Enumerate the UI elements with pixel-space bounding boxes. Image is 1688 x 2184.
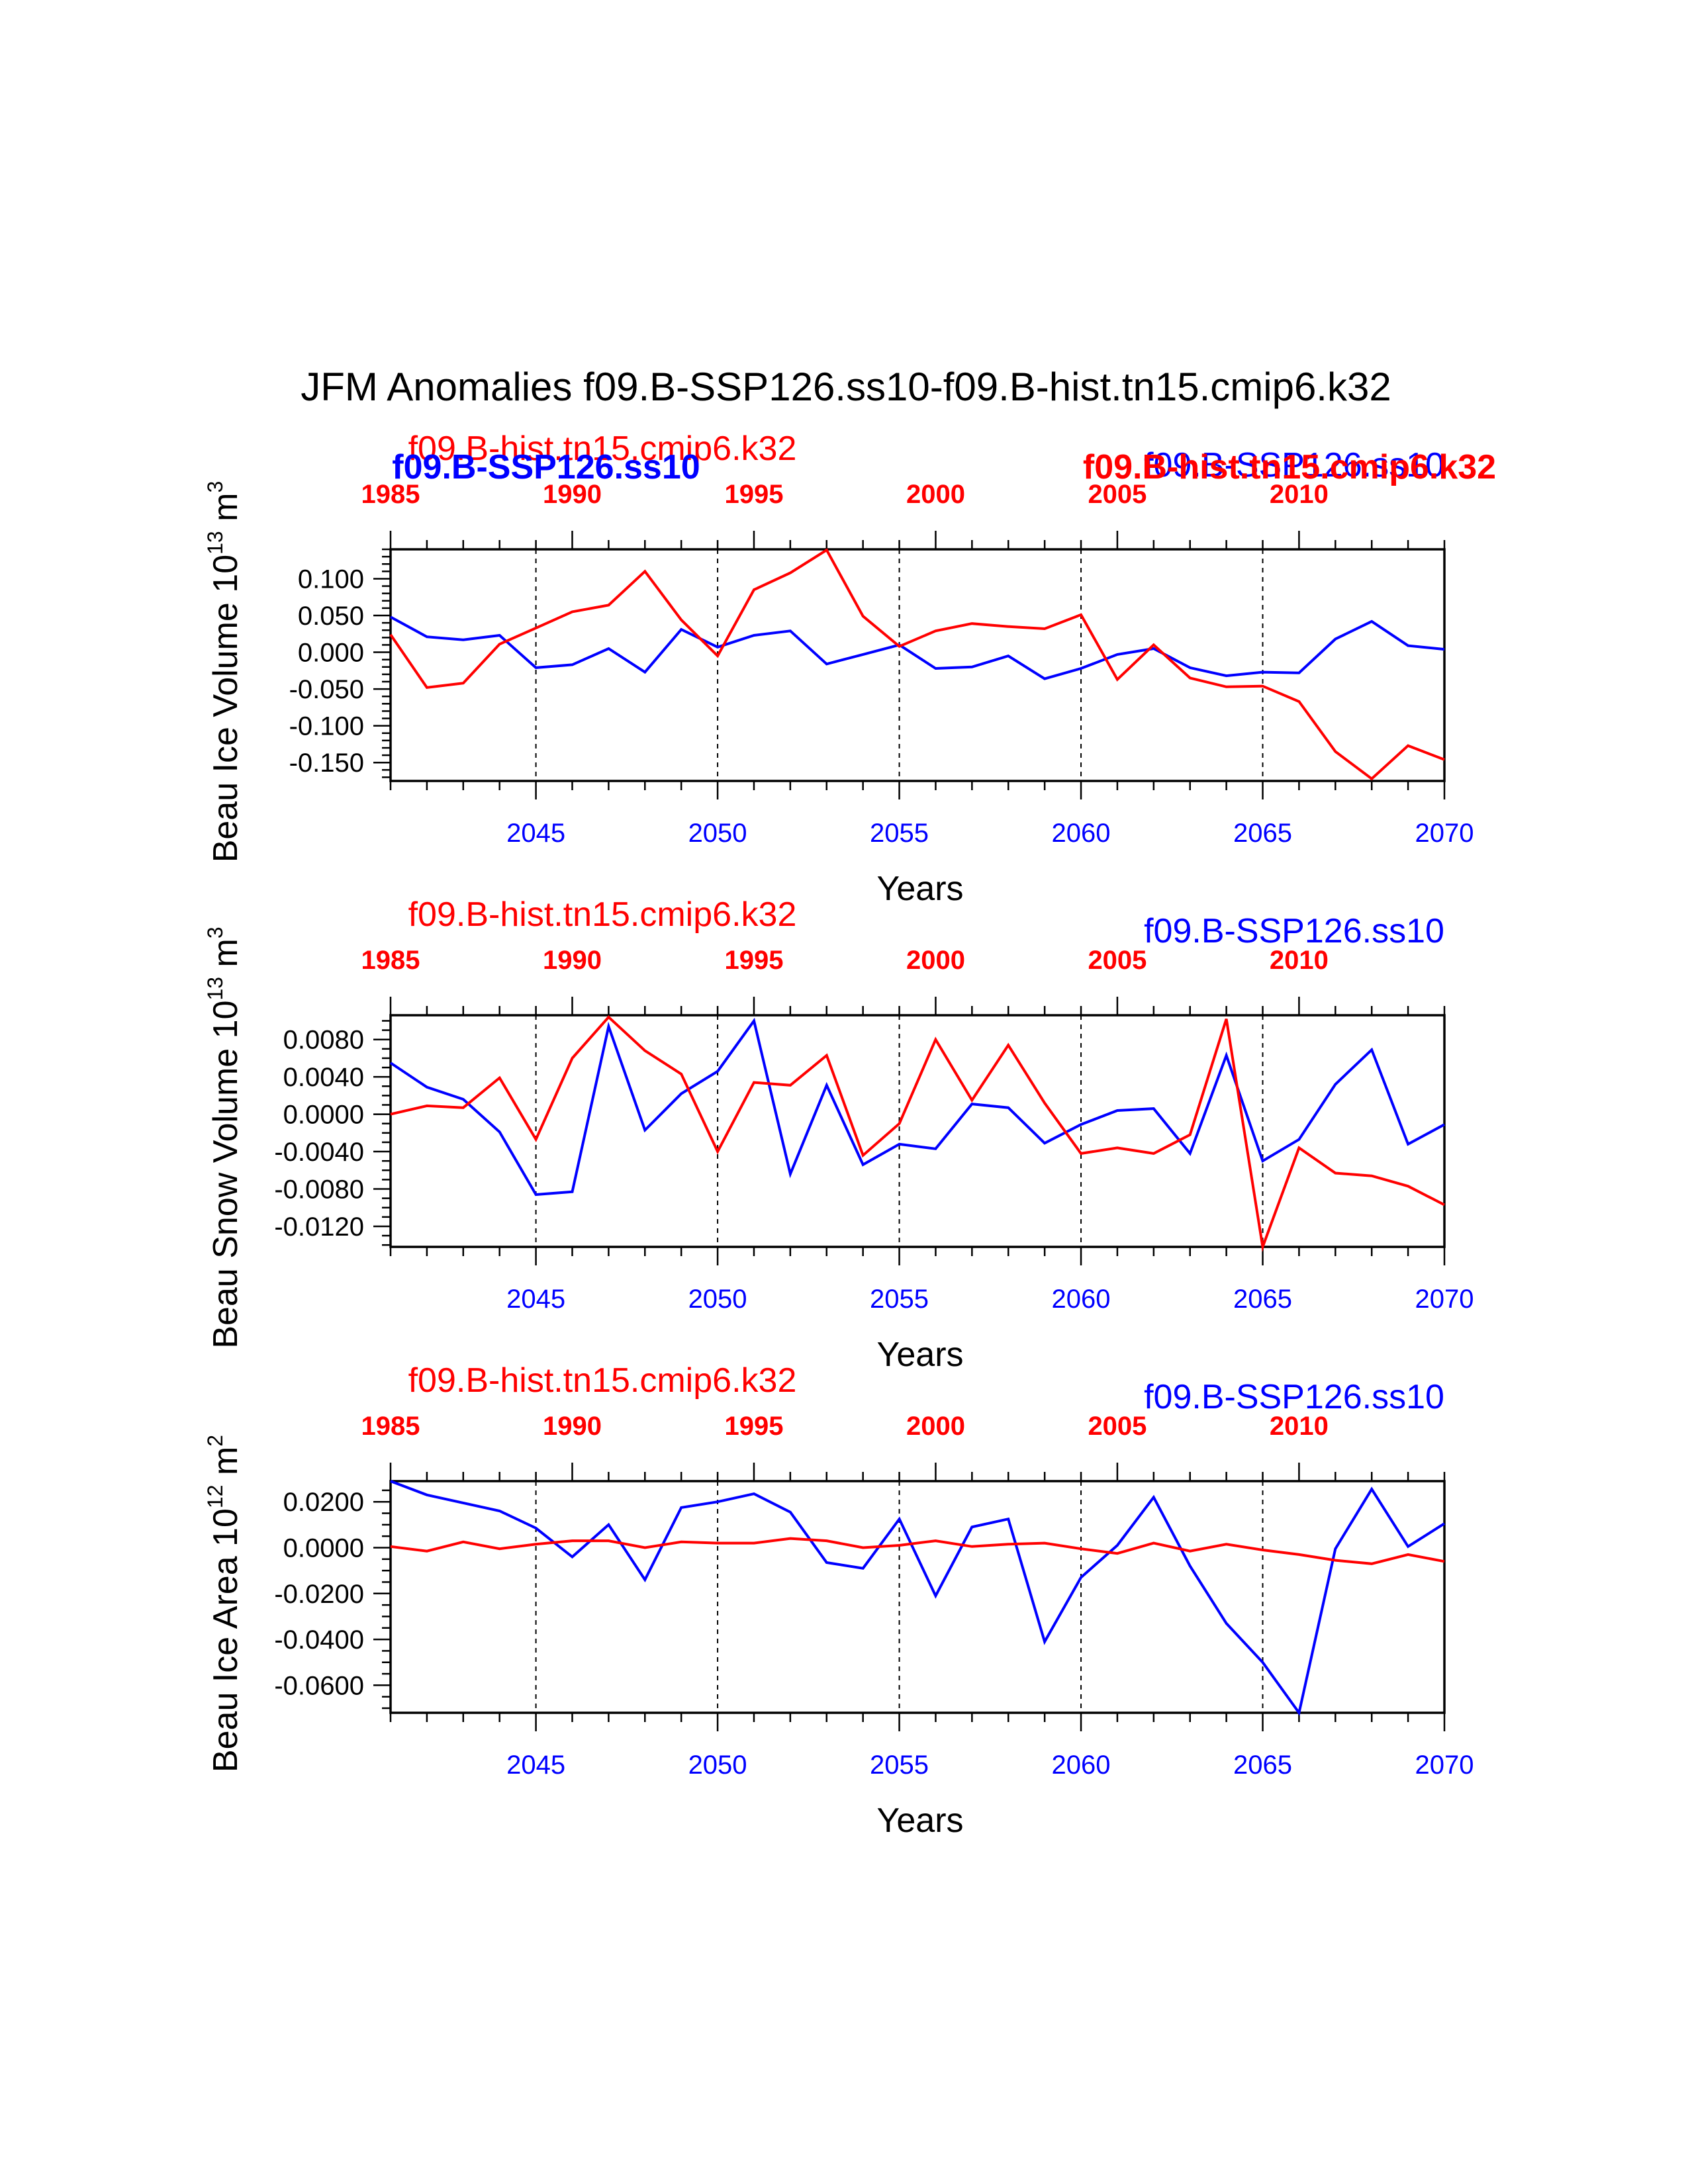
legend-hist: f09.B-hist.tn15.cmip6.k32: [408, 430, 797, 468]
series-line-hist: [390, 1537, 1445, 1565]
xtick-label-top: 2010: [1270, 1412, 1329, 1441]
series-line-hist: [390, 1015, 1445, 1252]
xtick-label-bottom: 2045: [506, 1751, 565, 1780]
ytick-label: 0.0040: [283, 1063, 364, 1092]
y-axis-label-part: 2: [203, 1435, 227, 1447]
legend-ssp-bold: f09.B-SSP126.ss10: [392, 448, 700, 486]
xtick-label-bottom: 2065: [1233, 819, 1292, 848]
xtick-label-bottom: 2060: [1052, 1285, 1111, 1314]
series-line-ssp: [390, 615, 1445, 680]
legend-ssp: f09.B-SSP126.ss10: [1144, 912, 1444, 950]
xtick-label-bottom: 2065: [1233, 1751, 1292, 1780]
xtick-label-top: 2005: [1088, 946, 1147, 975]
x-axis-label: Years: [876, 1336, 963, 1374]
xtick-label-top: 2010: [1270, 480, 1329, 509]
plot-frame: [389, 1014, 1446, 1248]
ytick-label: -0.050: [289, 675, 364, 704]
y-axis-label-part: m: [207, 493, 245, 531]
panels: 0.100 0.050 0.000 -0.050 -0.100 -0.150 2045 205…: [203, 430, 1496, 1840]
xtick-label-top: 2010: [1270, 946, 1329, 975]
series-line-ssp: [390, 1480, 1446, 1716]
ytick-label: -0.150: [289, 749, 364, 778]
xtick-label-top: 1995: [724, 480, 783, 509]
xtick-label-bottom: 2050: [688, 1751, 747, 1780]
y-axis-label-part: Beau Snow Volume 10: [207, 1001, 245, 1349]
xtick-label-bottom: 2050: [688, 1285, 747, 1314]
series-line-ssp: [389, 1017, 1445, 1197]
xtick-label-bottom: 2050: [688, 819, 747, 848]
legend-ssp: f09.B-SSP126.ss10: [1144, 1378, 1444, 1416]
plot-frame: [389, 548, 1446, 782]
xtick-label-top: 1985: [361, 1412, 420, 1441]
xtick-label-top: 1995: [724, 946, 783, 975]
y-axis-label-part: 12: [203, 1485, 227, 1509]
xtick-label-bottom: 2060: [1052, 1751, 1111, 1780]
legend-hist-bold: f09.B-hist.tn15.cmip6.k32: [1083, 448, 1496, 486]
xtick-label-top: 2000: [906, 946, 965, 975]
xtick-label-top: 2000: [906, 1412, 965, 1441]
ytick-label: -0.0400: [274, 1625, 364, 1655]
xtick-label-top: 2005: [1088, 480, 1147, 509]
xtick-label-top: 2000: [906, 480, 965, 509]
x-axis-label: Years: [876, 1801, 963, 1840]
ytick-label: 0.000: [298, 639, 364, 668]
xtick-label-top: 1990: [543, 480, 602, 509]
ytick-label: -0.0040: [274, 1138, 364, 1167]
legend-hist: f09.B-hist.tn15.cmip6.k32: [408, 895, 797, 934]
ytick-label: -0.0200: [274, 1580, 364, 1609]
xtick-label-bottom: 2060: [1052, 819, 1111, 848]
x-axis-label: Years: [876, 870, 963, 908]
y-axis-label-part: 13: [203, 531, 227, 555]
ytick-label: -0.0120: [274, 1212, 364, 1242]
xtick-label-top: 1985: [361, 946, 420, 975]
xtick-label-bottom: 2045: [506, 819, 565, 848]
y-axis-label-part: m: [207, 938, 245, 977]
xtick-label-top: 2005: [1088, 1412, 1147, 1441]
ytick-label: 0.0000: [283, 1533, 364, 1563]
xtick-label-bottom: 2070: [1415, 1751, 1474, 1780]
xtick-label-top: 1990: [543, 1412, 602, 1441]
y-axis-label: Beau Ice Volume 1013 m3: [203, 481, 245, 863]
xtick-label-top: 1990: [543, 946, 602, 975]
y-axis-label-part: 3: [203, 927, 227, 938]
plot-frame: [389, 1480, 1446, 1714]
panel-1: 0.100 0.050 0.000 -0.050 -0.100 -0.150 2045 205…: [203, 430, 1496, 908]
xtick-label-bottom: 2045: [506, 1285, 565, 1314]
panel-3: 0.0200 0.0000 -0.0200 -0.0400 -0.0600 2045 205…: [203, 1361, 1474, 1840]
ytick-label: 0.050: [298, 602, 364, 631]
xtick-label-bottom: 2055: [870, 1751, 929, 1780]
xtick-label-bottom: 2065: [1233, 1285, 1292, 1314]
panel-2: 0.0080 0.0040 0.0000 -0.0040 -0.0080 -0.0120 2…: [203, 895, 1474, 1374]
y-axis-label-part: 13: [203, 977, 227, 1001]
ytick-label: -0.0600: [274, 1671, 364, 1700]
ytick-label: -0.0080: [274, 1175, 364, 1205]
legend-hist: f09.B-hist.tn15.cmip6.k32: [408, 1361, 797, 1400]
ytick-label: 0.0000: [283, 1101, 364, 1130]
figure-title: JFM Anomalies f09.B-SSP126.ss10-f09.B-hi…: [301, 365, 1391, 409]
xtick-label-bottom: 2070: [1415, 819, 1474, 848]
ytick-label: 0.0080: [283, 1026, 364, 1055]
series-line-hist: [389, 548, 1445, 781]
xtick-label-bottom: 2070: [1415, 1285, 1474, 1314]
xtick-label-top: 1995: [724, 1412, 783, 1441]
ytick-label: 0.100: [298, 565, 364, 594]
ytick-label: -0.100: [289, 712, 364, 741]
y-axis-label-part: 3: [203, 481, 227, 493]
ytick-label: 0.0200: [283, 1488, 364, 1517]
y-axis-label-part: m: [207, 1447, 245, 1485]
xtick-label-bottom: 2055: [870, 1285, 929, 1314]
y-axis-label: Beau Ice Area 1012 m2: [203, 1435, 245, 1772]
xtick-label-top: 1985: [361, 480, 420, 509]
y-axis-label-part: Beau Ice Volume 10: [207, 555, 245, 862]
y-axis-label: Beau Snow Volume 1013 m3: [203, 927, 245, 1348]
y-axis-label-part: Beau Ice Area 10: [207, 1508, 245, 1772]
xtick-label-bottom: 2055: [870, 819, 929, 848]
legend-ssp: f09.B-SSP126.ss10: [1144, 446, 1444, 484]
